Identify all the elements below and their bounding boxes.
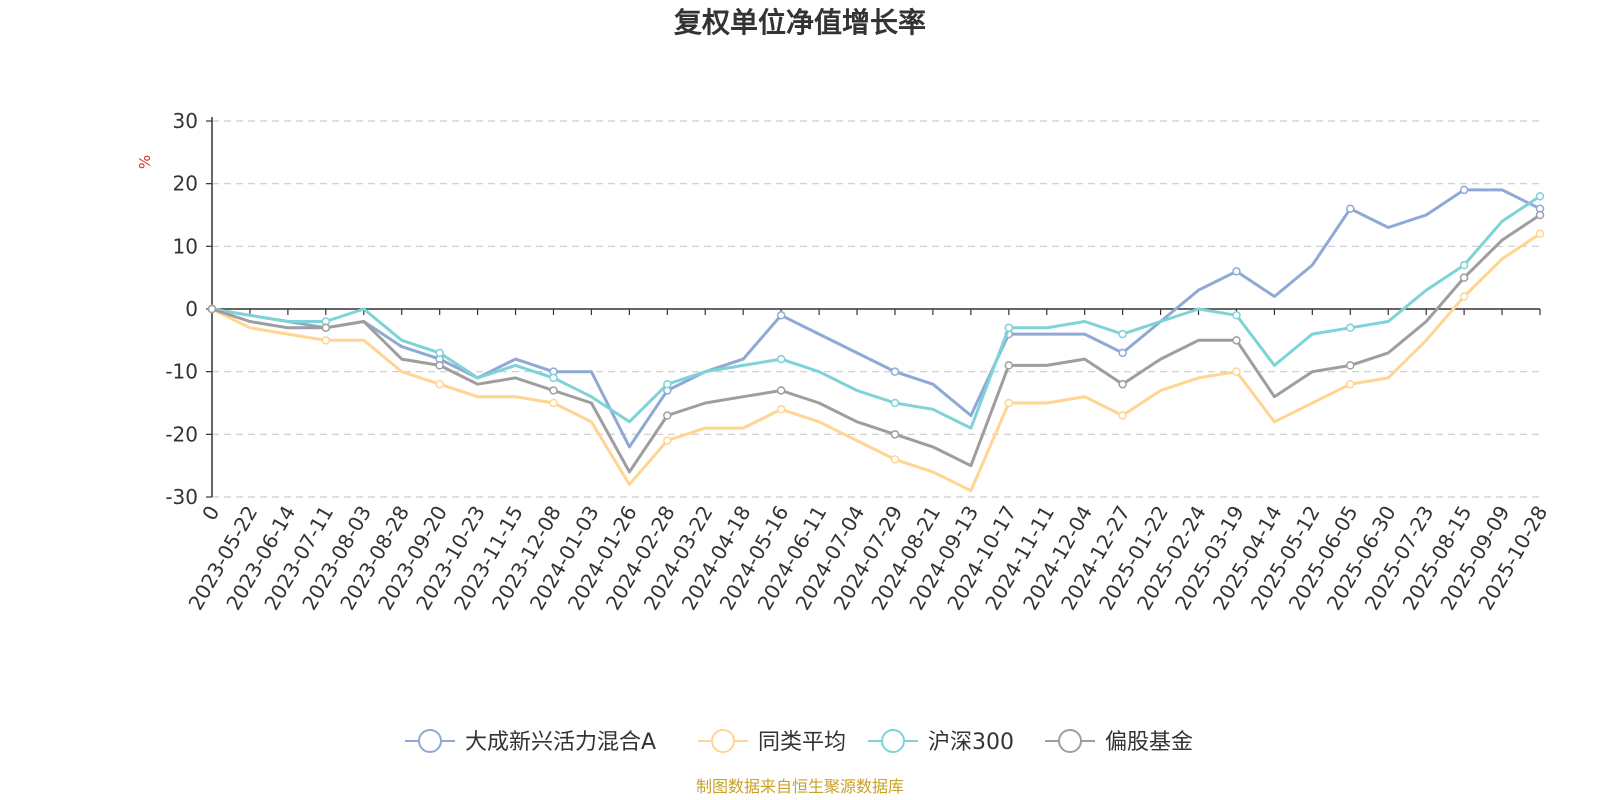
series-lines xyxy=(207,185,1545,493)
legend-item-2[interactable]: 沪深300 xyxy=(868,729,1014,755)
data-point xyxy=(890,430,900,439)
data-point xyxy=(663,411,672,420)
data-point xyxy=(663,436,672,445)
data-point xyxy=(776,354,786,364)
legend-marker-icon xyxy=(1058,729,1082,753)
data-point xyxy=(1232,367,1241,376)
data-point xyxy=(1232,267,1241,276)
legend-item-0[interactable]: 大成新兴活力混合A xyxy=(405,729,656,755)
y-tick-label: 0 xyxy=(185,297,198,321)
data-point xyxy=(1459,273,1469,282)
y-tick-label: 10 xyxy=(173,234,198,258)
data-point xyxy=(1004,361,1014,370)
data-point xyxy=(1459,292,1469,301)
data-point xyxy=(1535,229,1545,239)
legend-marker-icon xyxy=(711,729,735,753)
data-point xyxy=(435,379,444,389)
y-tick-label: -10 xyxy=(165,360,198,384)
source-note: 制图数据来自恒生聚源数据库 xyxy=(696,777,904,796)
data-point xyxy=(1004,323,1014,333)
y-axis-unit: % xyxy=(136,155,154,169)
data-point xyxy=(776,386,786,395)
series-line xyxy=(211,213,1541,474)
legend-label: 偏股基金 xyxy=(1105,730,1193,755)
data-point xyxy=(1346,361,1355,370)
data-point xyxy=(435,361,444,370)
data-point xyxy=(1535,210,1545,220)
series-2 xyxy=(207,191,1545,430)
data-point xyxy=(1346,323,1355,333)
x-tick-label: 0 xyxy=(197,502,224,525)
data-point xyxy=(1346,379,1355,389)
legend-marker-icon xyxy=(418,729,442,753)
data-point xyxy=(890,455,900,464)
data-point xyxy=(1459,185,1469,195)
axes xyxy=(211,117,1540,497)
legend-item-3[interactable]: 偏股基金 xyxy=(1045,729,1193,755)
data-point xyxy=(1459,260,1469,270)
data-point xyxy=(1535,191,1545,201)
data-point xyxy=(1232,336,1241,345)
y-tick-label: 20 xyxy=(173,172,198,196)
chart-title: 复权单位净值增长率 xyxy=(674,6,926,39)
series-3 xyxy=(207,210,1545,474)
data-point xyxy=(1346,204,1355,213)
data-point xyxy=(1004,398,1014,408)
data-point xyxy=(890,367,900,376)
data-point xyxy=(321,323,331,333)
y-tick-label: -20 xyxy=(165,422,198,446)
legend[interactable]: 大成新兴活力混合A 同类平均 沪深300 偏股基金 xyxy=(405,729,1193,755)
series-line xyxy=(211,194,1541,430)
series-line xyxy=(211,232,1541,493)
data-point xyxy=(549,373,558,383)
data-point xyxy=(1118,411,1127,420)
legend-label: 沪深300 xyxy=(928,730,1014,755)
x-tick-labels: 02023-05-222023-06-142023-07-112023-08-0… xyxy=(183,309,1552,614)
legend-item-1[interactable]: 同类平均 xyxy=(698,729,846,755)
data-point xyxy=(1118,348,1127,358)
y-tick-label: 30 xyxy=(173,109,198,133)
data-point xyxy=(1118,379,1127,389)
data-point xyxy=(776,405,786,414)
y-tick-label: -30 xyxy=(165,485,198,509)
data-point xyxy=(1118,329,1127,339)
data-point xyxy=(663,379,672,389)
data-point xyxy=(435,348,444,358)
data-point xyxy=(549,386,558,395)
series-line xyxy=(211,188,1541,449)
series-1 xyxy=(207,229,1545,493)
data-point xyxy=(549,398,558,408)
legend-marker-icon xyxy=(881,729,905,753)
data-point xyxy=(207,304,217,314)
legend-label: 大成新兴活力混合A xyxy=(465,730,656,755)
y-tick-labels: 30 20 10 0 -10 -20 -30 xyxy=(165,109,212,509)
data-point xyxy=(321,336,331,345)
series-0 xyxy=(207,185,1545,449)
data-point xyxy=(776,311,786,320)
data-point xyxy=(890,398,900,408)
legend-label: 同类平均 xyxy=(758,730,846,755)
data-point xyxy=(1232,311,1241,320)
grid-lines xyxy=(212,120,1540,498)
